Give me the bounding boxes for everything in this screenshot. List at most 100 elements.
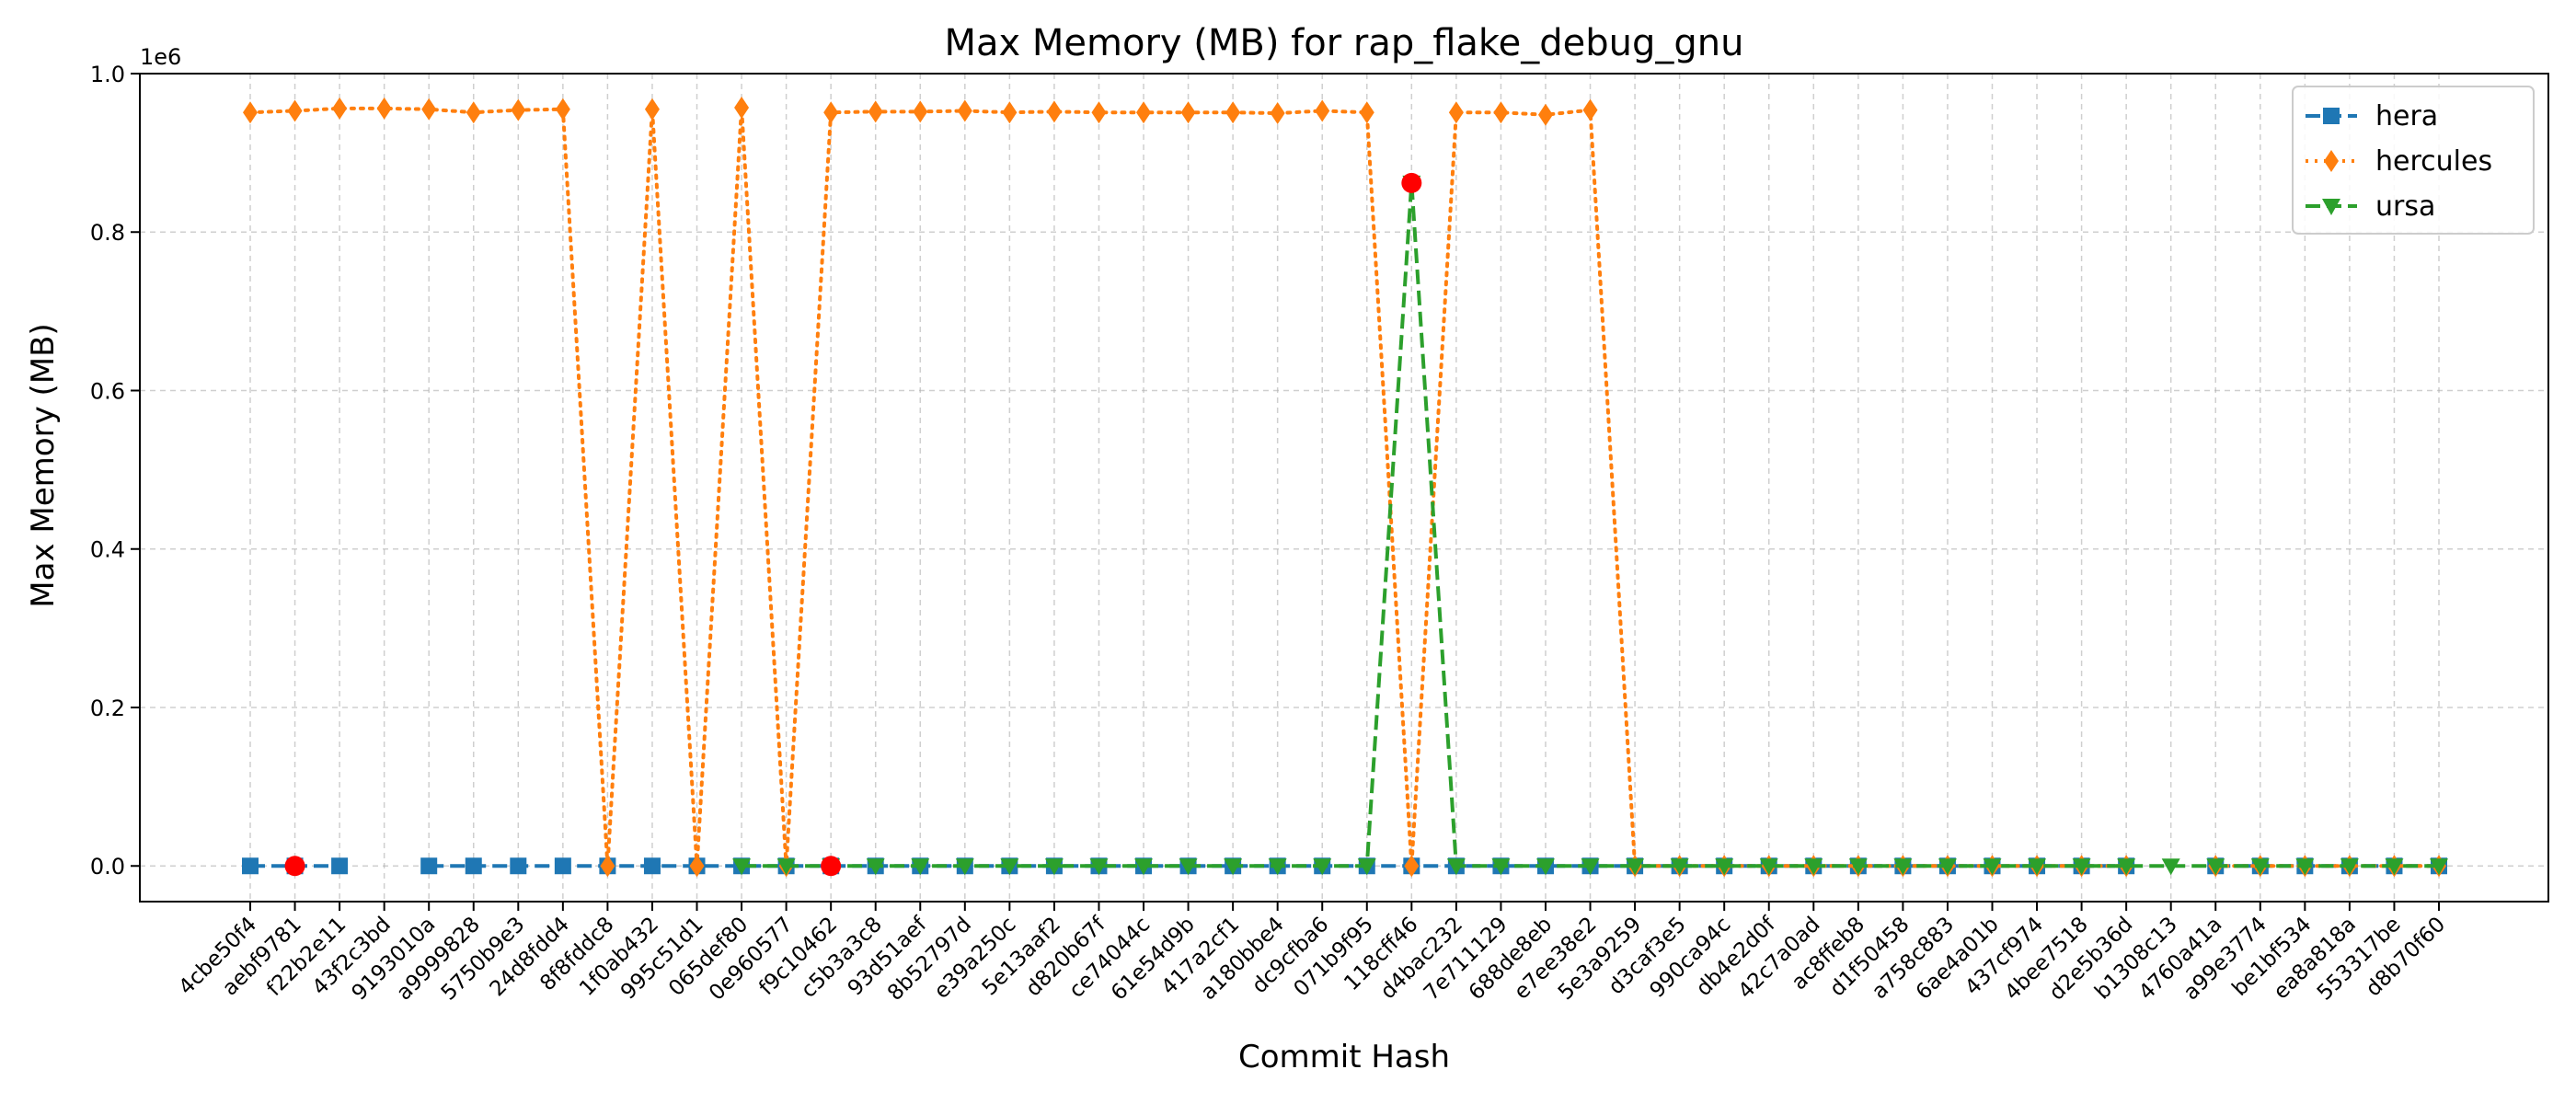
data-point-ursa (1357, 858, 1376, 876)
data-point-ursa (1313, 858, 1332, 876)
data-point-hercules (734, 97, 750, 120)
y-tick-label: 0.8 (90, 220, 125, 246)
data-point-hera (242, 857, 259, 875)
data-point-ursa (2430, 858, 2448, 876)
data-point-ursa (1938, 858, 1957, 876)
y-tick-label: 0.6 (90, 378, 125, 404)
data-point-hercules (913, 100, 928, 123)
data-point-ursa (1179, 858, 1198, 876)
data-point-hercules (243, 101, 258, 124)
data-point-hercules (466, 101, 481, 124)
data-point-hera (643, 857, 661, 875)
y-offset-text: 1e6 (140, 44, 181, 70)
data-point-ursa (1893, 858, 1913, 876)
legend-label-hera: hera (2375, 100, 2438, 132)
data-point-hercules (1180, 101, 1196, 124)
data-point-hercules (1136, 101, 1152, 124)
y-tick-label: 0.4 (90, 537, 125, 563)
legend-marker-ursa (2322, 199, 2340, 215)
data-point-ursa (1535, 858, 1555, 876)
data-point-hercules (689, 855, 705, 878)
legend-marker-hera (2323, 108, 2340, 124)
chart-title: Max Memory (MB) for rap_flake_debug_gnu (944, 22, 1743, 64)
x-axis-label: Commit Hash (1238, 1039, 1450, 1075)
data-point-ursa (2072, 858, 2091, 876)
data-point-ursa (2117, 858, 2136, 876)
data-point-hera (420, 857, 438, 875)
data-point-hercules (868, 100, 883, 123)
data-point-ursa (1268, 858, 1287, 876)
legend-label-hercules: hercules (2375, 145, 2492, 178)
data-point-hercules (600, 855, 615, 878)
legend-box (2292, 86, 2535, 235)
data-point-ursa (2028, 858, 2047, 876)
data-point-ursa (955, 858, 974, 876)
data-point-ursa (1804, 858, 1823, 876)
data-point-hera (554, 857, 571, 875)
data-point-ursa (2161, 858, 2180, 876)
data-point-ursa (1626, 858, 1645, 876)
data-point-ursa (732, 858, 752, 876)
legend-marker-hercules (2324, 150, 2339, 172)
data-point-hercules (1315, 99, 1330, 122)
data-point-ursa (1715, 858, 1734, 876)
data-point-ursa (1224, 858, 1243, 876)
data-point-ursa (1089, 858, 1109, 876)
data-point-hercules (511, 98, 526, 121)
data-point-hercules (376, 97, 392, 120)
series-group (242, 97, 2448, 878)
data-point-ursa (1446, 858, 1466, 876)
data-point-ursa (1134, 858, 1154, 876)
data-point-ursa (2385, 858, 2404, 876)
data-point-hercules (644, 98, 660, 121)
data-point-ursa (866, 858, 885, 876)
data-point-ursa (1000, 858, 1019, 876)
data-point-hercules (1002, 101, 1018, 124)
grid-lines (140, 73, 2548, 902)
data-point-hera (465, 857, 482, 875)
data-point-hercules (555, 98, 570, 121)
data-point-ursa (1670, 858, 1689, 876)
data-point-hercules (1493, 101, 1509, 124)
data-point-ursa (1759, 858, 1778, 876)
data-point-ursa (2206, 858, 2225, 876)
data-point-hercules (823, 101, 839, 124)
data-point-hera (331, 857, 349, 875)
y-tick-label: 0.2 (90, 696, 125, 721)
data-point-hercules (287, 99, 303, 122)
legend: hera hercules ursa (2292, 86, 2535, 235)
data-point-ursa (1581, 858, 1600, 876)
plot-frame (139, 73, 2549, 903)
y-tick-label: 1.0 (90, 62, 125, 87)
data-point-hercules (332, 97, 348, 120)
data-point-ursa (2340, 858, 2359, 876)
data-point-hera (510, 857, 527, 875)
data-point-hercules (1359, 101, 1374, 124)
highlight-group (284, 172, 1422, 877)
data-point-ursa (1044, 858, 1064, 876)
data-point-hercules (1225, 101, 1241, 124)
y-tick-label: 0.0 (90, 854, 125, 880)
y-axis-label: Max Memory (MB) (25, 323, 62, 607)
highlight-point (284, 856, 305, 877)
highlight-point (821, 856, 842, 877)
series-ursa (732, 175, 2448, 876)
data-point-ursa (2250, 858, 2270, 876)
data-point-hercules (1404, 855, 1420, 878)
data-point-ursa (2295, 858, 2315, 876)
data-point-hercules (421, 98, 437, 121)
data-point-hercules (1537, 103, 1553, 126)
series-hercules (243, 97, 2446, 878)
data-point-hercules (1448, 101, 1464, 124)
data-point-ursa (776, 858, 796, 876)
data-point-hercules (1582, 98, 1598, 121)
data-point-hercules (1270, 102, 1285, 125)
legend-label-ursa: ursa (2375, 190, 2435, 223)
data-point-ursa (911, 858, 930, 876)
data-point-hercules (957, 99, 972, 122)
data-point-hercules (1091, 101, 1107, 124)
data-point-ursa (1983, 858, 2002, 876)
data-point-ursa (1491, 858, 1511, 876)
